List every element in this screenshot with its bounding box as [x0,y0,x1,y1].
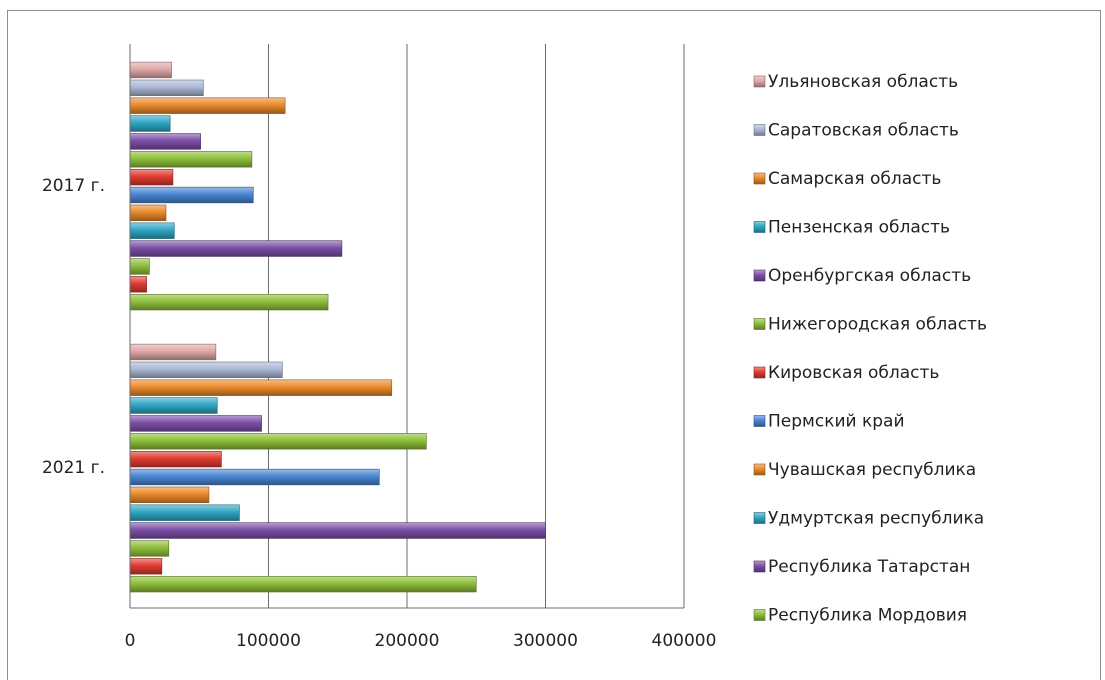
bar [129,186,254,204]
bar [129,486,210,504]
legend-swatch [753,75,766,88]
bar [129,540,170,557]
legend-swatch [753,172,766,185]
legend-swatch [753,366,766,379]
bar [129,293,329,311]
legend-swatch [753,463,766,476]
legend-swatch [753,560,766,573]
legend-label: Саратовская область [768,121,959,141]
bar [129,468,380,486]
legend-label: Республика Мордовия [768,606,967,626]
gridlines [268,44,685,608]
bar [129,61,172,79]
bar [129,204,167,222]
x-tick-label: 200000 [375,631,440,651]
bar [129,168,174,186]
legend-label: Республика Татарстан [768,557,970,577]
bar [129,504,240,521]
bars [129,61,546,593]
x-tick-label: 300000 [513,631,578,651]
bar [129,397,218,414]
legend-swatch [753,124,766,136]
bar [129,379,393,396]
x-tick-label: 400000 [652,631,717,651]
bar [129,450,222,468]
legend-label: Кировская область [768,363,939,383]
legend: Ульяновская область Саратовская область Са… [753,72,987,626]
bar [129,361,283,379]
bar [129,222,175,239]
bar [129,151,253,168]
legend-swatch [753,609,766,621]
x-tick-label: 0 [125,631,136,651]
legend-swatch [753,415,766,427]
legend-label: Самарская область [768,169,941,189]
bar [129,133,201,150]
x-tick-label: 100000 [236,631,301,651]
bar [129,115,171,132]
axes: 2021 г. 2017 г. 0 100000 200000 300000 400000 [42,44,716,651]
legend-label: Ульяновская область [768,72,958,92]
legend-swatch [753,221,766,233]
legend-label: Пермский край [768,412,905,432]
bar [129,415,262,432]
bar [129,240,343,257]
bar [129,433,427,450]
legend-swatch [753,512,766,524]
bar [129,97,286,114]
y-tick-label: 2017 г. [42,176,105,196]
legend-swatch [753,318,766,330]
legend-label: Чувашская республика [768,460,976,480]
bar [129,575,477,593]
bar [129,258,150,275]
bar [129,522,546,539]
legend-label: Пензенская область [768,218,950,238]
legend-swatch [753,269,766,282]
legend-label: Оренбургская область [768,266,971,286]
bar [129,343,217,361]
legend-label: Удмуртская республика [768,509,984,529]
bar [129,79,204,97]
chart-frame [7,10,1101,680]
bar [129,558,163,575]
y-tick-label: 2021 г. [42,458,105,478]
legend-label: Нижегородская область [768,315,987,335]
bar [129,276,147,293]
